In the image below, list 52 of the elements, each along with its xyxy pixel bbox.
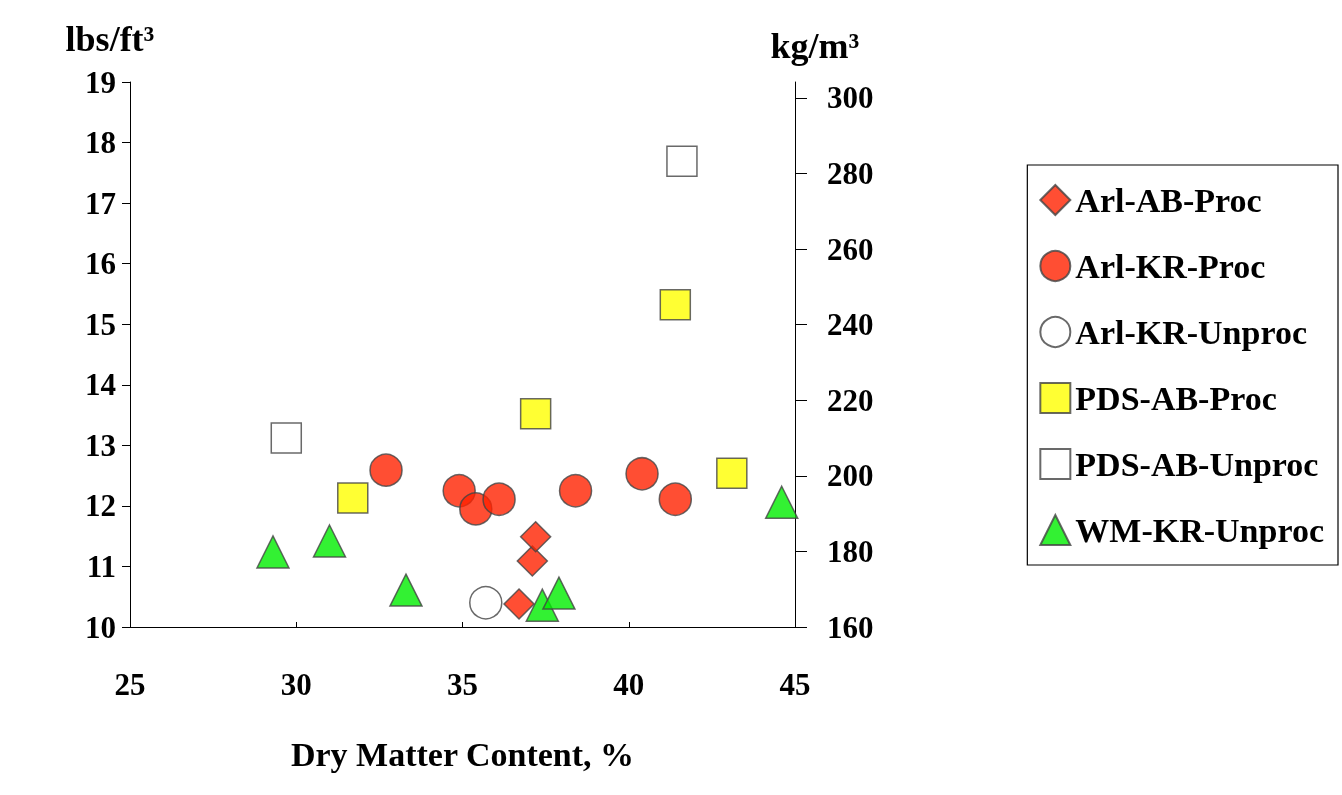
y-tick-label: 12 bbox=[85, 488, 116, 524]
y2-tick-label: 160 bbox=[827, 609, 874, 645]
point bbox=[482, 482, 516, 516]
y2-tick-label: 180 bbox=[827, 533, 874, 569]
legend-label: Arl-KR-Unproc bbox=[1075, 313, 1308, 351]
y-tick-label: 14 bbox=[85, 367, 116, 403]
y-tick-label: 16 bbox=[85, 246, 116, 282]
point bbox=[369, 453, 403, 487]
point bbox=[256, 535, 290, 569]
y-tick-label: 19 bbox=[85, 64, 116, 100]
legend-label: Arl-KR-Proc bbox=[1075, 247, 1266, 285]
point bbox=[659, 289, 692, 321]
point bbox=[469, 586, 503, 620]
point bbox=[542, 576, 576, 610]
y2-tick-label: 220 bbox=[827, 382, 874, 418]
y2-tick-label: 200 bbox=[827, 458, 874, 494]
y-tick-label: 18 bbox=[85, 125, 116, 161]
point bbox=[558, 474, 593, 508]
y2-tick-label: 300 bbox=[827, 80, 874, 116]
point bbox=[516, 545, 549, 577]
x-tick-label: 45 bbox=[779, 667, 811, 702]
point bbox=[519, 398, 552, 430]
point bbox=[658, 482, 693, 516]
x-axis-title: Dry Matter Content, % bbox=[290, 735, 635, 773]
y-tick-label: 11 bbox=[86, 548, 116, 584]
x-tick-label: 40 bbox=[613, 667, 645, 702]
point bbox=[389, 573, 423, 607]
legend-label: PDS-AB-Proc bbox=[1075, 379, 1277, 417]
legend-label: PDS-AB-Unproc bbox=[1075, 445, 1319, 483]
point bbox=[503, 588, 535, 620]
y2-axis-title: kg/m³ bbox=[770, 26, 860, 66]
x-tick-label: 35 bbox=[447, 667, 478, 702]
y-tick-label: 15 bbox=[85, 306, 116, 342]
x-tick-label: 30 bbox=[280, 667, 312, 702]
point bbox=[625, 457, 659, 491]
point bbox=[666, 145, 698, 178]
y-tick-label: 10 bbox=[85, 609, 116, 645]
x-tick-label: 25 bbox=[114, 667, 146, 702]
y-axis-title: lbs/ft³ bbox=[65, 19, 155, 59]
point bbox=[270, 422, 303, 454]
y-tick-label: 13 bbox=[85, 427, 116, 463]
point bbox=[764, 485, 799, 520]
y-tick-label: 17 bbox=[85, 185, 116, 221]
point bbox=[716, 457, 748, 489]
y2-tick-label: 240 bbox=[827, 307, 874, 343]
legend-label: WM-KR-Unproc bbox=[1075, 511, 1325, 549]
y2-tick-label: 280 bbox=[827, 155, 874, 191]
point bbox=[312, 524, 347, 558]
y2-tick-label: 260 bbox=[827, 231, 874, 267]
point bbox=[337, 482, 369, 514]
point bbox=[519, 521, 552, 553]
legend-label: Arl-AB-Proc bbox=[1075, 181, 1262, 219]
